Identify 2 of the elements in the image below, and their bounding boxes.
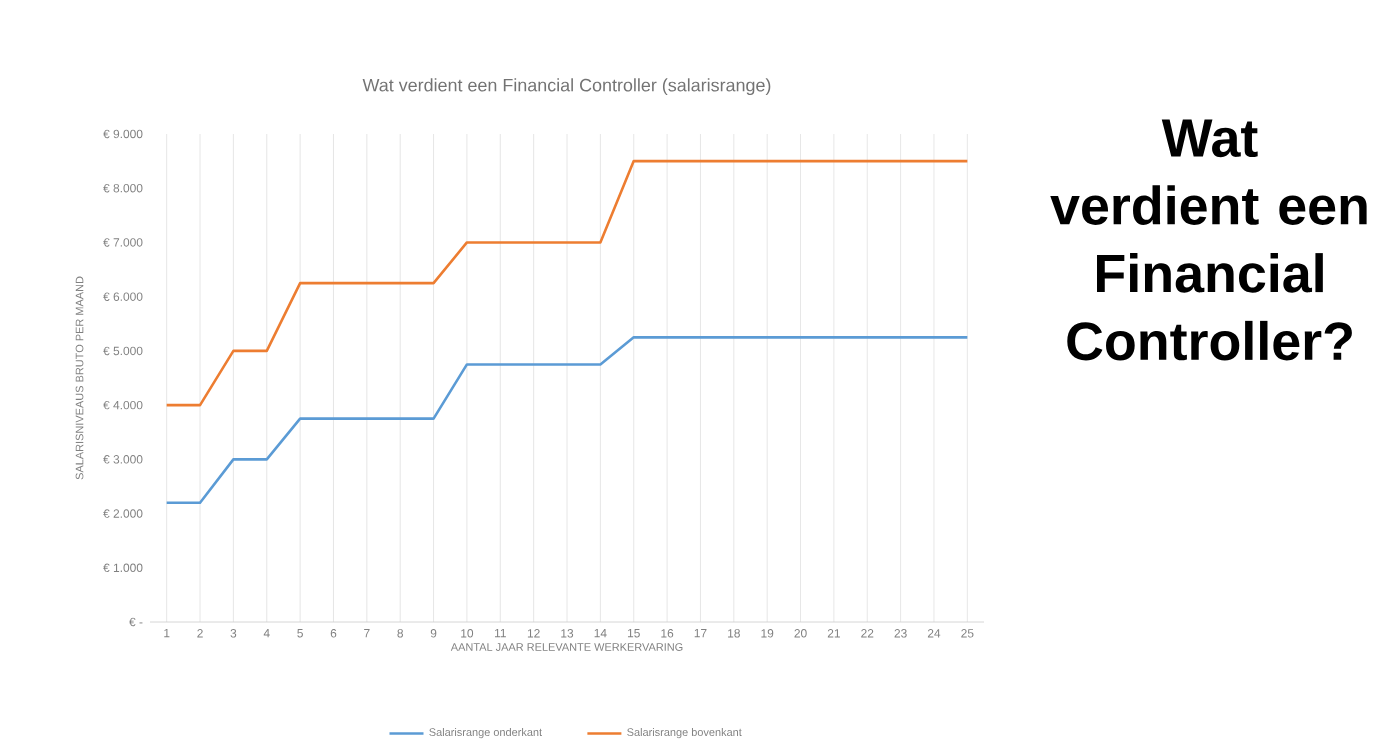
chart-title: Wat verdient een Financial Controller (salarisrange) — [362, 78, 771, 95]
text: Wat verdient een Financial Controller? — [1050, 119, 1367, 361]
